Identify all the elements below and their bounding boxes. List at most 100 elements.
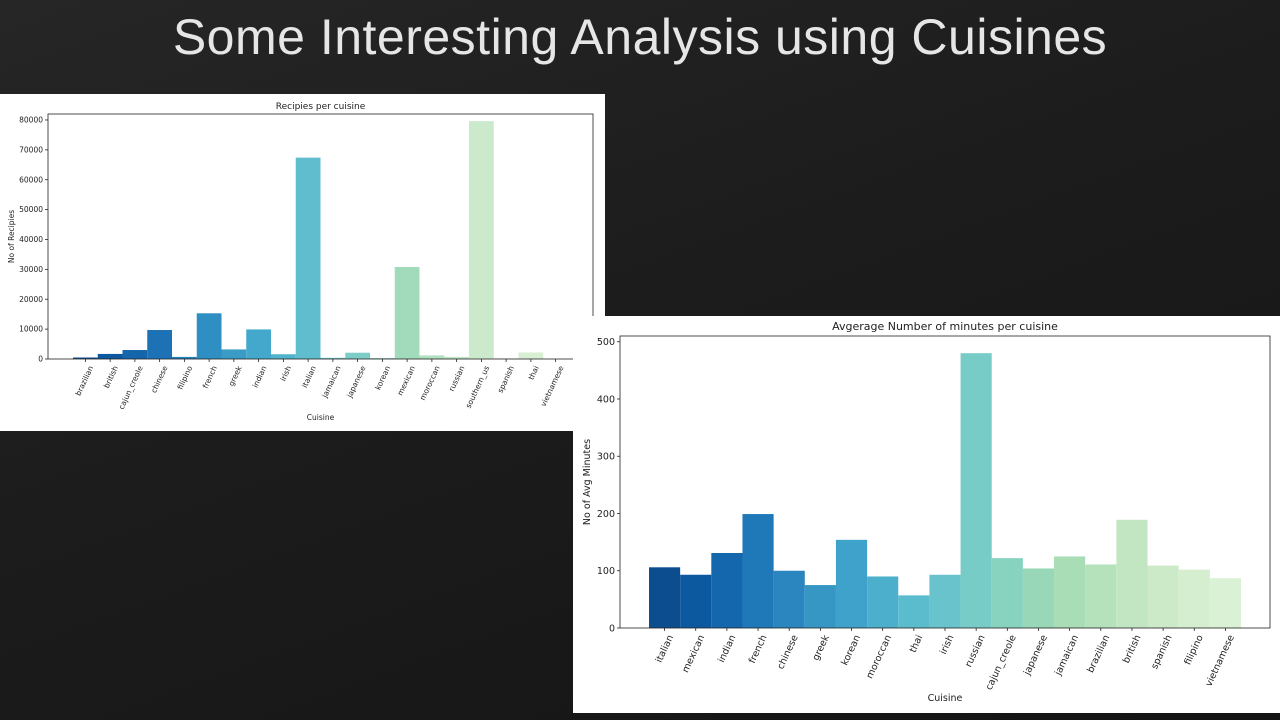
x-tick-label: jamaican [1052,633,1081,678]
x-tick-label: indian [251,364,269,389]
y-tick-label: 200 [597,509,615,520]
x-tick-label: southern_us [464,364,491,409]
x-tick-label: spanish [496,364,516,394]
x-tick-label: french [747,633,770,665]
y-axis-label: No of Avg Minutes [582,439,593,525]
x-tick-label: british [1121,633,1144,665]
y-tick-label: 0 [609,623,615,634]
y-tick-label: 400 [597,394,615,405]
x-axis-label: Cuisine [307,413,335,422]
bar-mexican [394,266,420,359]
bar-jamaican [1054,556,1086,628]
y-axis-label: No of Recipies [7,210,16,263]
x-tick-label: greek [811,633,833,662]
x-tick-label: french [201,364,219,390]
bar-moroccan [867,576,899,628]
bar-cajun_creole [991,558,1023,628]
bar-italian [649,567,681,628]
y-tick-label: 20000 [19,295,43,304]
x-tick-label: vietnamese [1203,633,1237,688]
chart-title: Avgerage Number of minutes per cuisine [832,320,1058,333]
x-tick-label: italian [300,364,318,389]
x-tick-label: chinese [775,633,800,671]
y-tick-label: 10000 [19,325,43,334]
y-tick-label: 100 [597,566,615,577]
bar-french [742,514,774,628]
bar-southern_us [469,121,494,359]
bar-spanish [1147,565,1179,628]
bar-japanese [1022,568,1055,628]
y-tick-label: 50000 [19,205,43,214]
bar-british [97,353,123,359]
bar-filipino [172,356,197,359]
bar-jamaican [320,357,346,359]
bar-chinese [147,330,172,359]
y-tick-label: 40000 [19,235,43,244]
x-tick-label: korean [373,364,392,391]
x-tick-label: mexican [395,364,417,397]
x-tick-label: russian [447,364,467,393]
y-tick-label: 60000 [19,175,43,184]
recipes-per-cuisine-chart: Recipies per cuisine 0 10000 20000 30000 4000… [0,94,605,431]
chart-title: Recipies per cuisine [276,102,366,112]
x-tick-label: irish [938,633,956,656]
x-tick-label: brazilian [1085,633,1112,674]
x-tick-label: spanish [1149,633,1174,671]
bar-vietnamese [1209,578,1241,628]
bar-british [1116,519,1148,628]
bar-japanese [345,352,370,359]
bar-indian [711,552,743,628]
x-tick-label: japanese [1021,633,1050,678]
x-tick-label: vietnamese [539,364,566,408]
x-tick-label: cajun_creole [117,364,145,411]
bar-thai [518,352,544,359]
x-tick-label: moroccan [864,633,894,680]
x-tick-label: british [102,364,120,389]
x-tick-label: jamaican [320,364,343,400]
plot-frame [47,113,594,360]
bar-french [196,313,222,359]
bar-chinese [773,570,805,628]
x-axis-label: Cuisine [928,693,963,704]
x-tick-label: irish [278,364,293,382]
bar-italian [295,157,321,359]
minutes-chart-svg: Avgerage Number of minutes per cuisine 0 1… [582,320,1271,704]
bar-brazilian [1085,564,1117,628]
bar-indian [246,329,271,359]
x-tick-label: moroccan [418,364,442,402]
avg-minutes-per-cuisine-chart: Avgerage Number of minutes per cuisine 0 1… [573,316,1280,713]
x-tick-label: mexican [680,633,707,674]
bar-greek [221,349,247,359]
y-tick-label: 300 [597,452,615,463]
y-tick-label: 30000 [19,265,43,274]
bar-korean [835,539,868,628]
x-tick-label: filipino [1182,633,1205,667]
bar-mexican [680,574,712,628]
y-tick-label: 0 [38,355,43,364]
x-tick-label: filipino [176,364,195,391]
bar-russian [960,353,992,628]
bar-greek [804,585,836,628]
bar-russian [444,356,469,359]
x-tick-label: indian [716,633,738,664]
x-tick-label: italian [654,633,676,664]
x-tick-label: japanese [345,364,368,400]
slide-title: Some Interesting Analysis using Cuisines [172,9,1108,65]
y-tick-label: 500 [597,337,615,348]
y-tick-label: 80000 [19,116,43,125]
y-tick-label: 70000 [19,145,43,154]
bar-cajun_creole [122,350,148,359]
x-tick-label: chinese [149,364,170,394]
bar-brazilian [73,357,98,359]
x-tick-label: russian [963,633,987,669]
bar-thai [898,595,930,628]
bar-filipino [1178,569,1210,628]
bar-korean [370,358,395,359]
x-tick-label: korean [839,633,863,667]
x-tick-label: cajun_creole [984,633,1019,692]
bar-irish [929,574,961,628]
bar-irish [271,354,296,359]
x-tick-label: thai [908,633,926,654]
recipes-chart-svg: Recipies per cuisine 0 10000 20000 30000 4000… [7,102,594,422]
x-tick-label: thai [527,364,541,381]
